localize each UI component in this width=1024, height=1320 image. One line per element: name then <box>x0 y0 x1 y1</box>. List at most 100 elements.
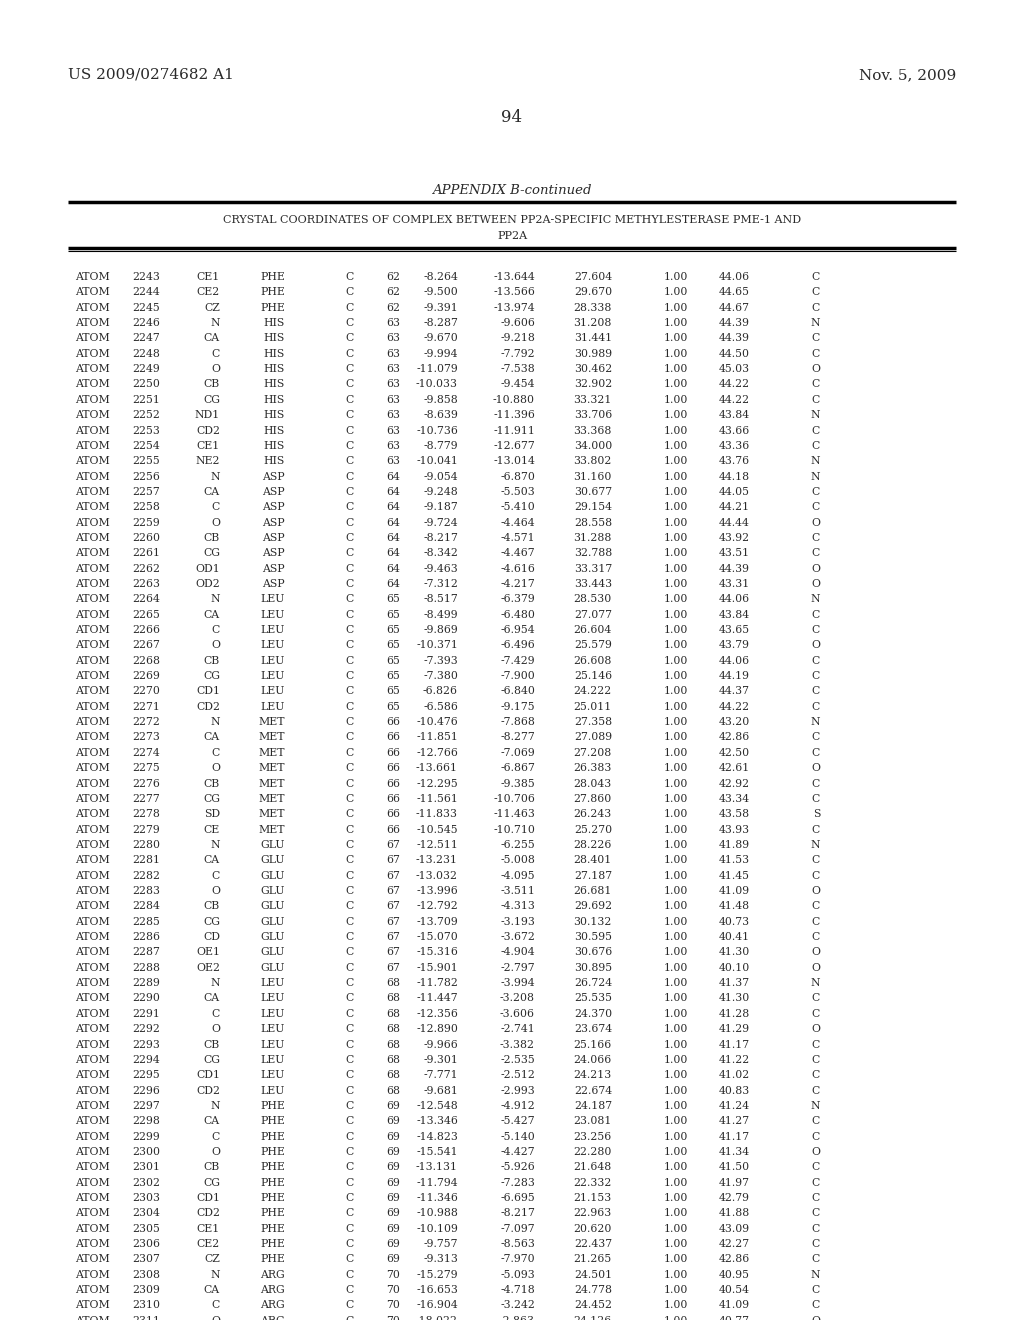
Text: C: C <box>346 1316 354 1320</box>
Text: GLU: GLU <box>260 948 285 957</box>
Text: -12.548: -12.548 <box>416 1101 458 1111</box>
Text: ATOM: ATOM <box>75 288 110 297</box>
Text: 41.29: 41.29 <box>719 1024 750 1034</box>
Text: 65: 65 <box>386 656 400 665</box>
Text: PHE: PHE <box>260 1177 285 1188</box>
Text: -5.140: -5.140 <box>501 1131 535 1142</box>
Text: C: C <box>812 855 820 866</box>
Text: PHE: PHE <box>260 1101 285 1111</box>
Text: C: C <box>812 1208 820 1218</box>
Text: 2261: 2261 <box>132 548 160 558</box>
Text: 2256: 2256 <box>132 471 160 482</box>
Text: 1.00: 1.00 <box>664 733 688 742</box>
Text: 2280: 2280 <box>132 840 160 850</box>
Text: 22.332: 22.332 <box>573 1177 612 1188</box>
Text: 44.37: 44.37 <box>719 686 750 697</box>
Text: 2304: 2304 <box>132 1208 160 1218</box>
Text: 68: 68 <box>386 978 400 989</box>
Text: 33.706: 33.706 <box>573 411 612 420</box>
Text: C: C <box>346 425 354 436</box>
Text: PP2A: PP2A <box>497 231 527 242</box>
Text: -3.511: -3.511 <box>500 886 535 896</box>
Text: 33.321: 33.321 <box>573 395 612 405</box>
Text: PHE: PHE <box>260 302 285 313</box>
Text: -11.911: -11.911 <box>494 425 535 436</box>
Text: 27.089: 27.089 <box>573 733 612 742</box>
Text: C: C <box>346 1224 354 1234</box>
Text: -12.295: -12.295 <box>416 779 458 788</box>
Text: 2285: 2285 <box>132 916 160 927</box>
Text: 1.00: 1.00 <box>664 395 688 405</box>
Text: C: C <box>346 671 354 681</box>
Text: 43.51: 43.51 <box>719 548 750 558</box>
Text: -8.217: -8.217 <box>500 1208 535 1218</box>
Text: C: C <box>346 1071 354 1080</box>
Text: 2286: 2286 <box>132 932 160 942</box>
Text: N: N <box>811 717 820 727</box>
Text: -9.606: -9.606 <box>500 318 535 329</box>
Text: 66: 66 <box>386 779 400 788</box>
Text: CE1: CE1 <box>197 1224 220 1234</box>
Text: CB: CB <box>204 533 220 543</box>
Text: C: C <box>346 932 354 942</box>
Text: ATOM: ATOM <box>75 886 110 896</box>
Text: 1.00: 1.00 <box>664 1224 688 1234</box>
Text: ATOM: ATOM <box>75 733 110 742</box>
Text: 64: 64 <box>386 579 400 589</box>
Text: 67: 67 <box>386 886 400 896</box>
Text: 41.17: 41.17 <box>719 1040 750 1049</box>
Text: -4.464: -4.464 <box>501 517 535 528</box>
Text: 2277: 2277 <box>132 793 160 804</box>
Text: -4.313: -4.313 <box>500 902 535 911</box>
Text: 2247: 2247 <box>132 334 160 343</box>
Text: 1.00: 1.00 <box>664 1055 688 1065</box>
Text: -11.851: -11.851 <box>416 733 458 742</box>
Text: ATOM: ATOM <box>75 441 110 451</box>
Text: C: C <box>346 717 354 727</box>
Text: ATOM: ATOM <box>75 610 110 619</box>
Text: 2255: 2255 <box>132 457 160 466</box>
Text: 2308: 2308 <box>132 1270 160 1280</box>
Text: C: C <box>812 533 820 543</box>
Text: 43.84: 43.84 <box>719 411 750 420</box>
Text: 28.558: 28.558 <box>573 517 612 528</box>
Text: 70: 70 <box>386 1300 400 1311</box>
Text: C: C <box>346 1117 354 1126</box>
Text: 28.530: 28.530 <box>573 594 612 605</box>
Text: ATOM: ATOM <box>75 411 110 420</box>
Text: N: N <box>811 1270 820 1280</box>
Text: N: N <box>811 594 820 605</box>
Text: -4.904: -4.904 <box>501 948 535 957</box>
Text: 69: 69 <box>386 1254 400 1265</box>
Text: -4.427: -4.427 <box>501 1147 535 1156</box>
Text: C: C <box>346 902 354 911</box>
Text: LEU: LEU <box>261 594 285 605</box>
Text: 34.000: 34.000 <box>573 441 612 451</box>
Text: ATOM: ATOM <box>75 457 110 466</box>
Text: ATOM: ATOM <box>75 962 110 973</box>
Text: 44.06: 44.06 <box>719 272 750 282</box>
Text: LEU: LEU <box>261 610 285 619</box>
Text: C: C <box>346 793 354 804</box>
Text: -10.880: -10.880 <box>493 395 535 405</box>
Text: 27.358: 27.358 <box>573 717 612 727</box>
Text: 22.963: 22.963 <box>573 1208 612 1218</box>
Text: ATOM: ATOM <box>75 1177 110 1188</box>
Text: -5.093: -5.093 <box>501 1270 535 1280</box>
Text: -12.890: -12.890 <box>416 1024 458 1034</box>
Text: CA: CA <box>204 855 220 866</box>
Text: 43.93: 43.93 <box>719 825 750 834</box>
Text: 64: 64 <box>386 517 400 528</box>
Text: 43.31: 43.31 <box>719 579 750 589</box>
Text: -7.900: -7.900 <box>501 671 535 681</box>
Text: -10.041: -10.041 <box>416 457 458 466</box>
Text: 1.00: 1.00 <box>664 702 688 711</box>
Text: ATOM: ATOM <box>75 671 110 681</box>
Text: LEU: LEU <box>261 640 285 651</box>
Text: MET: MET <box>258 793 285 804</box>
Text: GLU: GLU <box>260 840 285 850</box>
Text: -9.054: -9.054 <box>423 471 458 482</box>
Text: 1.00: 1.00 <box>664 364 688 374</box>
Text: 44.67: 44.67 <box>719 302 750 313</box>
Text: 2284: 2284 <box>132 902 160 911</box>
